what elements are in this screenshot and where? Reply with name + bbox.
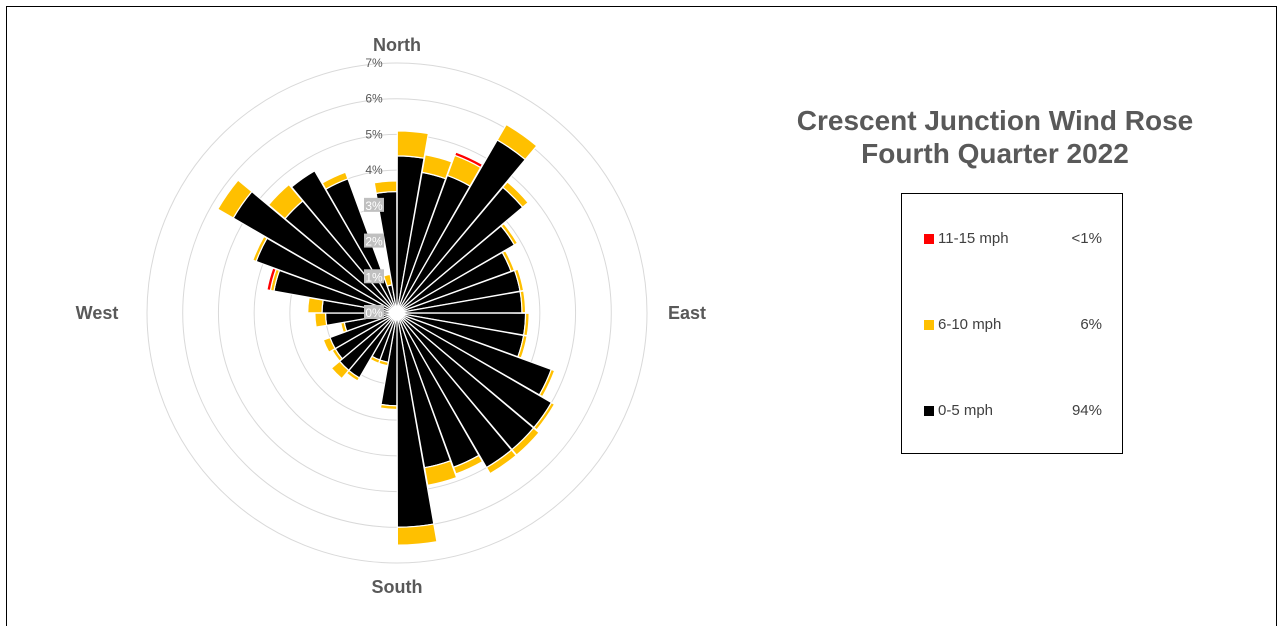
tick-bg [364,197,384,212]
direction-label-west: West [76,303,119,323]
radial-tick-label: 0% [365,306,383,320]
bar-6-10-mph-30 [216,179,253,219]
legend-swatch-yellow [924,320,934,330]
direction-label-south: South [372,577,423,597]
bar-6-10-mph-14 [485,449,517,475]
bar-6-10-mph-17 [396,523,438,546]
radial-tick-label: 4% [365,163,383,177]
bar-6-10-mph-22 [330,360,350,380]
legend-pct: 6% [1080,316,1102,333]
bar-6-10-mph-18 [379,403,398,411]
grid-ring [146,62,648,564]
bar-6-10-mph-16 [423,459,458,486]
bar-6-10-mph-26 [314,312,328,328]
bar-6-10-mph-12 [533,401,556,431]
bar-6-10-mph-24 [322,336,336,353]
tick-bg [364,233,384,248]
bar-6-10-mph-4 [501,181,529,209]
bar-6-10-mph-13 [511,427,540,456]
legend-swatch-black [924,406,934,416]
chart-title-line-1: Crescent Junction Wind Rose [796,105,1194,136]
legend-item-6-10: 6-10 mph 6% [924,315,1104,335]
bar-6-10-mph-3 [496,123,538,161]
bar-6-10-mph-31 [267,183,304,220]
legend-label: 6-10 mph [938,316,1002,333]
bar-6-10-mph-0 [396,130,430,159]
legend-swatch-red [924,234,934,244]
radial-tick-label: 5% [365,127,383,141]
bar-6-10-mph-33 [321,171,349,190]
legend-item-0-5: 0-5 mph 94% [924,401,1104,421]
bar-6-10-mph-5 [500,222,519,246]
tick-bg [364,305,384,319]
chart-title-line-2: Fourth Quarter 2022 [861,138,1129,169]
legend-item-11-15: 11-15 mph <1% [924,229,1104,249]
radial-tick-label: 6% [365,92,383,106]
radial-tick-label: 2% [365,235,383,249]
direction-label-east: East [668,303,706,323]
chart-title: Crescent Junction Wind Rose Fourth Quart… [745,104,1245,170]
direction-label-north: North [373,35,421,55]
radial-tick-label: 7% [365,56,383,70]
radial-tick-label: 3% [365,199,383,213]
legend-pct: 94% [1071,402,1102,419]
legend-label: 11-15 mph [938,230,1009,247]
legend-label: 0-5 mph [938,402,994,419]
bar-6-10-mph-35 [373,180,398,195]
radial-tick-label: 1% [365,270,383,284]
legend: 11-15 mph <1% 6-10 mph 6% 0-5 mph 94% [901,193,1123,454]
tick-bg [364,269,384,284]
legend-pct: <1% [1071,230,1102,247]
